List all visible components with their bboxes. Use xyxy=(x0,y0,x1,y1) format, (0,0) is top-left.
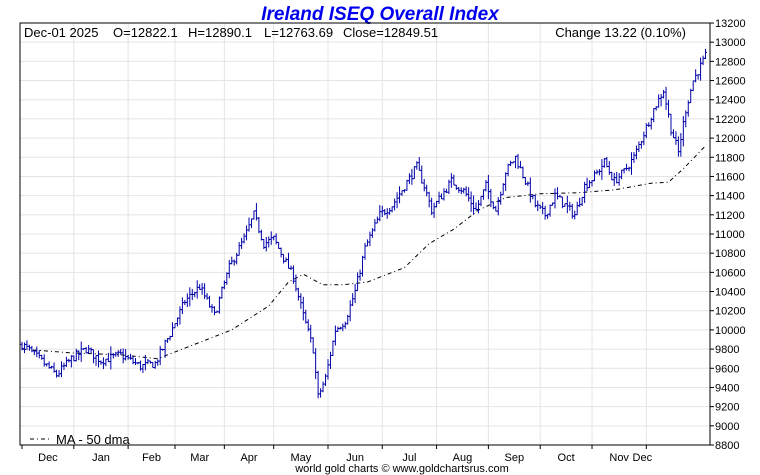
info-high: H=12890.1 xyxy=(188,25,252,40)
chart-title: Ireland ISEQ Overall Index xyxy=(261,4,500,25)
x-tick-label: May xyxy=(290,452,311,464)
y-tick-label: 10800 xyxy=(715,248,746,260)
y-tick-label: 11000 xyxy=(715,229,745,241)
info-change: Change 13.22 (0.10%) xyxy=(555,25,686,40)
y-tick-label: 9200 xyxy=(715,402,739,414)
x-tick-label: Jun xyxy=(346,452,364,464)
y-tick-label: 12200 xyxy=(715,114,746,126)
x-tick-label: Nov xyxy=(609,452,629,464)
y-tick-label: 12400 xyxy=(715,95,746,107)
y-tick-label: 11200 xyxy=(715,210,745,222)
x-tick-label: Jan xyxy=(92,452,110,464)
y-tick-label: 11600 xyxy=(715,171,745,183)
y-tick-label: 9800 xyxy=(715,344,739,356)
legend-label: MA - 50 dma xyxy=(56,432,130,447)
y-tick-label: 9600 xyxy=(715,363,739,375)
info-low: L=12763.69 xyxy=(264,25,333,40)
x-tick-label: Aug xyxy=(453,452,473,464)
y-tick-label: 10000 xyxy=(715,325,746,337)
y-tick-label: 10600 xyxy=(715,267,746,279)
y-tick-label: 12000 xyxy=(715,133,746,145)
y-tick-label: 8800 xyxy=(715,440,739,452)
x-tick-label: Dec xyxy=(633,452,653,464)
x-tick-label: Apr xyxy=(240,452,257,464)
y-tick-label: 10400 xyxy=(715,287,746,299)
y-axis: 8800 9000 9200 9400 9600 9800 10000 10200 10400 1… xyxy=(710,18,746,452)
info-date: Dec-01 2025 xyxy=(24,25,98,40)
y-tick-label: 11400 xyxy=(715,191,745,203)
y-tick-label: 12800 xyxy=(715,56,746,68)
y-tick-label: 11800 xyxy=(715,152,745,164)
y-tick-label: 9000 xyxy=(715,421,739,433)
y-tick-label: 12600 xyxy=(715,76,746,88)
x-tick-label: Sep xyxy=(505,452,525,464)
info-open: O=12822.1 xyxy=(113,25,178,40)
x-axis: Dec Jan Feb Mar Apr May Jun Jul Aug Sep Oct Nov Dec xyxy=(21,445,653,464)
footer-credit: world gold charts © www.goldchartsrus.co… xyxy=(294,463,509,475)
x-tick-label: Mar xyxy=(190,452,209,464)
y-tick-label: 13000 xyxy=(715,37,746,49)
price-series xyxy=(20,48,708,399)
x-tick-label: Oct xyxy=(558,452,575,464)
x-tick-label: Dec xyxy=(38,452,58,464)
x-tick-label: Feb xyxy=(142,452,161,464)
y-tick-label: 10200 xyxy=(715,306,746,318)
info-close: Close=12849.51 xyxy=(343,25,438,40)
y-tick-label: 13200 xyxy=(715,18,746,30)
x-tick-label: Jul xyxy=(402,452,416,464)
y-tick-label: 9400 xyxy=(715,382,739,394)
